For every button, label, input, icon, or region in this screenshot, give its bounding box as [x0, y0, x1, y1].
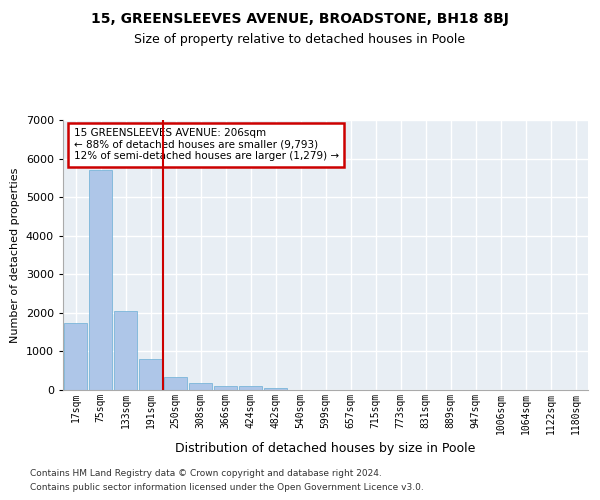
Y-axis label: Number of detached properties: Number of detached properties [10, 168, 20, 342]
Text: 15, GREENSLEEVES AVENUE, BROADSTONE, BH18 8BJ: 15, GREENSLEEVES AVENUE, BROADSTONE, BH1… [91, 12, 509, 26]
Bar [214, 386, 237, 390]
Text: Contains public sector information licensed under the Open Government Licence v3: Contains public sector information licen… [30, 484, 424, 492]
X-axis label: Distribution of detached houses by size in Poole: Distribution of detached houses by size … [175, 442, 476, 455]
Bar [164, 376, 187, 390]
Bar [189, 383, 212, 390]
Bar [139, 359, 162, 390]
Bar [239, 386, 262, 390]
Bar [64, 322, 87, 390]
Text: Contains HM Land Registry data © Crown copyright and database right 2024.: Contains HM Land Registry data © Crown c… [30, 468, 382, 477]
Text: 15 GREENSLEEVES AVENUE: 206sqm
← 88% of detached houses are smaller (9,793)
12% : 15 GREENSLEEVES AVENUE: 206sqm ← 88% of … [74, 128, 338, 162]
Bar [89, 170, 112, 390]
Bar [114, 311, 137, 390]
Text: Size of property relative to detached houses in Poole: Size of property relative to detached ho… [134, 32, 466, 46]
Bar [264, 388, 287, 390]
